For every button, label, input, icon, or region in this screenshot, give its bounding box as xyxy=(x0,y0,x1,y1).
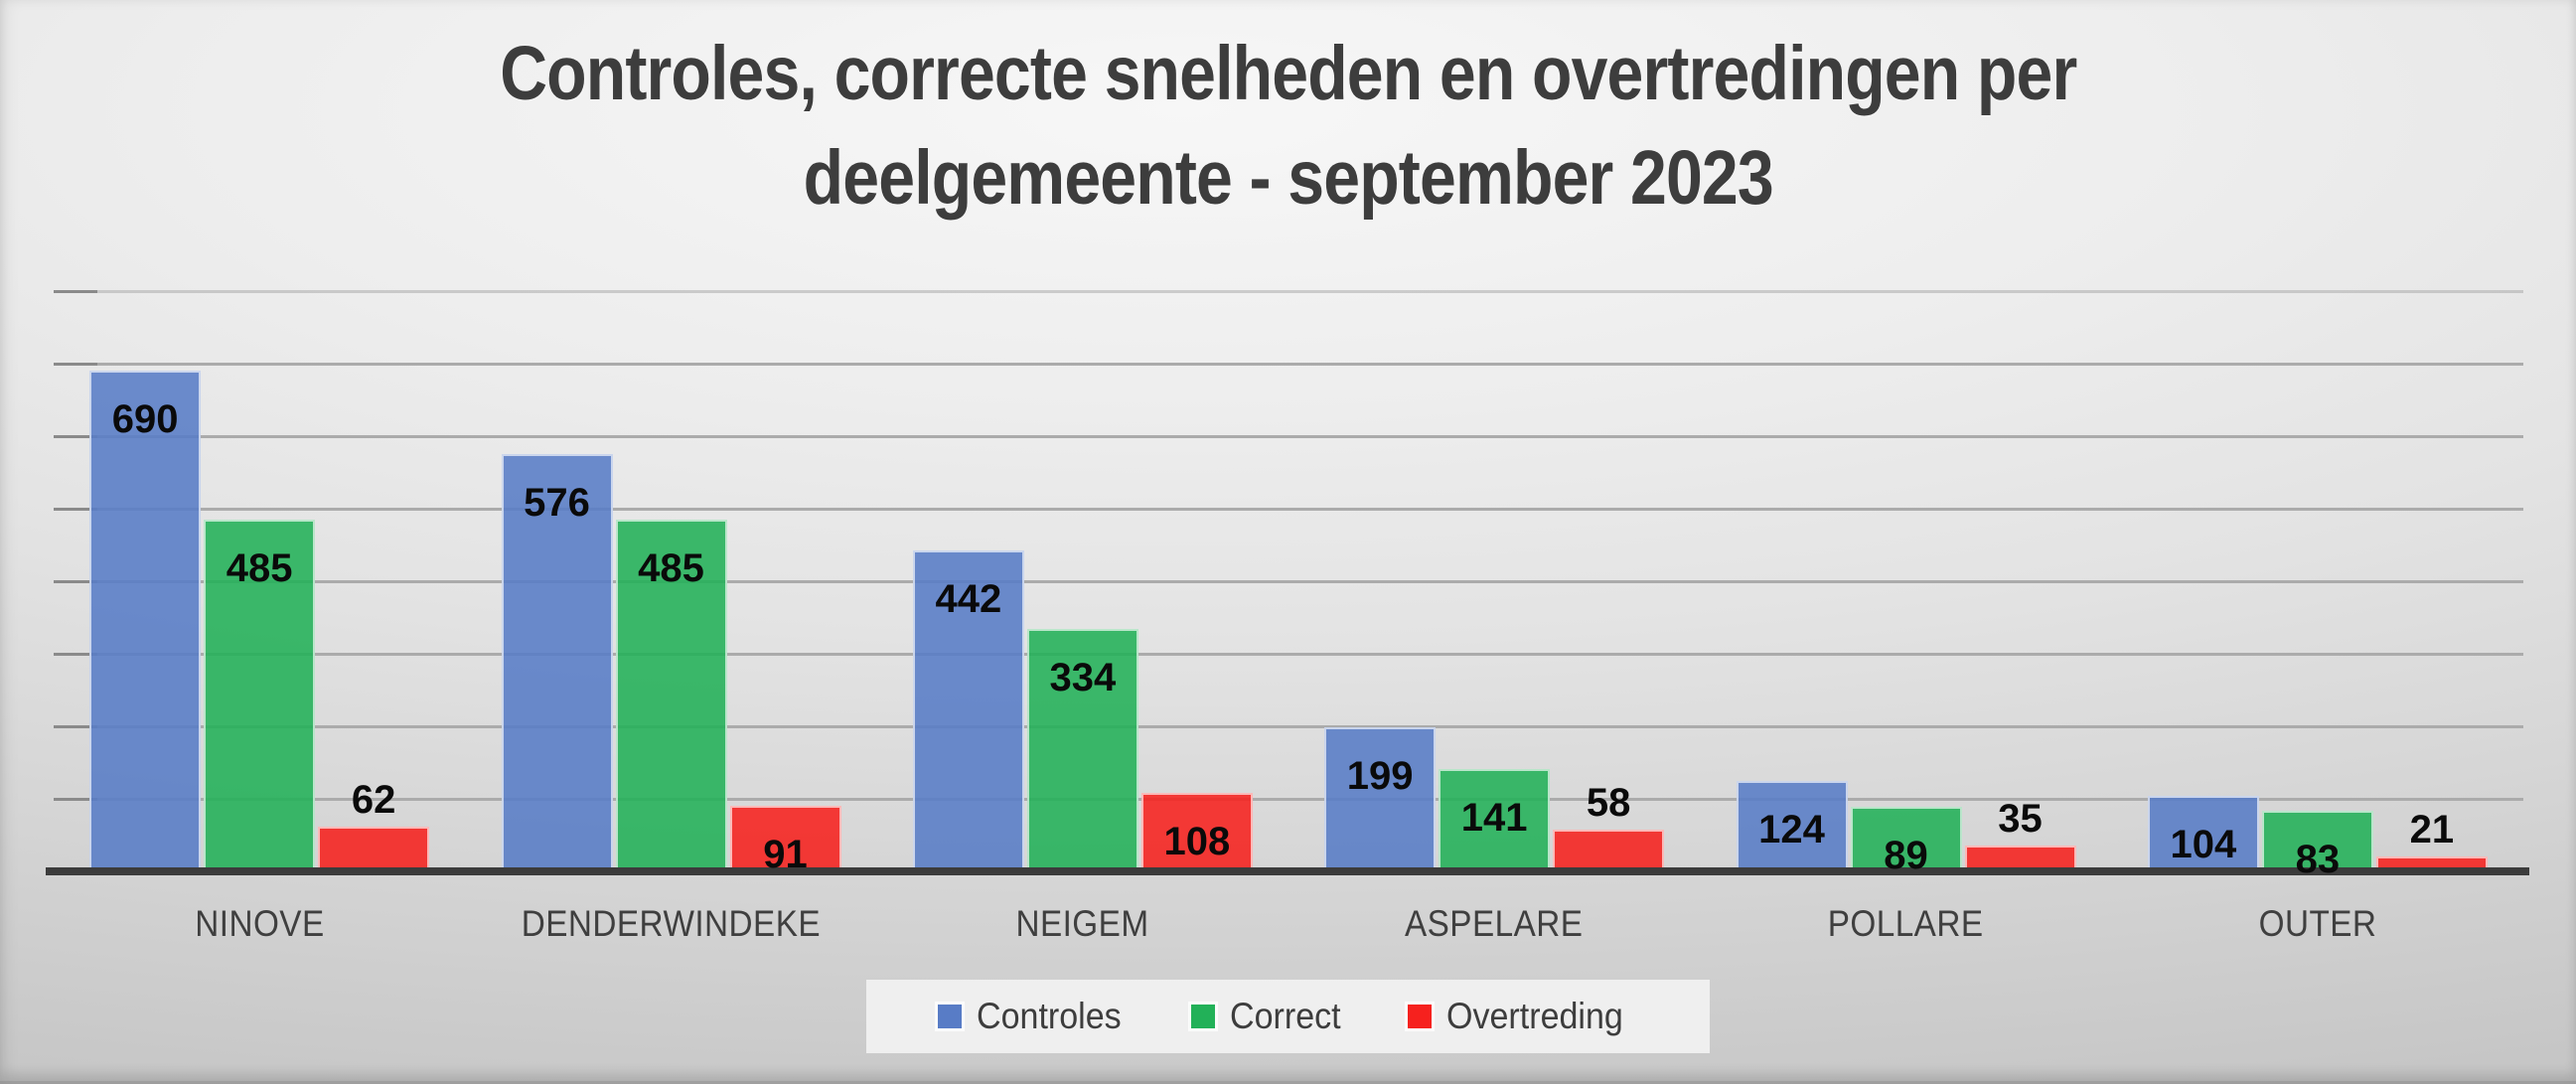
bar-value-label: 485 xyxy=(638,545,704,590)
chart-title-line1: Controles, correcte snelheden en overtre… xyxy=(499,31,2077,116)
bar-controles-pollare xyxy=(1736,781,1848,871)
y-axis-tick-200 xyxy=(54,725,97,728)
x-axis-line xyxy=(46,867,2529,875)
bar-correct-ninove xyxy=(204,519,316,871)
bar-value-label: 58 xyxy=(1586,780,1631,825)
gridline-300 xyxy=(54,653,2523,656)
bar-value-label: 62 xyxy=(351,777,396,822)
bar-value-label: 91 xyxy=(763,832,808,876)
legend-label: Overtreding xyxy=(1446,996,1624,1036)
bar-controles-ninove xyxy=(89,371,202,871)
chart-title-line2: deelgemeente - september 2023 xyxy=(803,135,1773,222)
gridline-200 xyxy=(54,725,2523,728)
y-axis-tick-800 xyxy=(54,290,97,293)
category-label-aspelare: ASPELARE xyxy=(1186,902,1802,946)
legend: Controles Correct Overtreding xyxy=(865,980,1711,1053)
bar-value-label: 108 xyxy=(1163,820,1231,864)
bar-value-label: 485 xyxy=(226,545,293,590)
bar-value-label: 334 xyxy=(1049,656,1117,700)
bar-value-label: 199 xyxy=(1346,753,1414,798)
bar-overtreding-neigem xyxy=(1140,793,1253,871)
bar-value-label: 104 xyxy=(2170,823,2237,867)
bar-value-label: 124 xyxy=(1758,808,1825,852)
category-label-text: ASPELARE xyxy=(1405,903,1584,944)
legend-swatch-icon xyxy=(937,1005,962,1028)
bar-correct-aspelare xyxy=(1439,769,1551,871)
bar-value-label: 89 xyxy=(1884,834,1928,878)
bar-value-label: 576 xyxy=(524,480,590,525)
gridline-500 xyxy=(54,508,2523,511)
category-label-text: NEIGEM xyxy=(1015,903,1149,944)
bar-overtreding-denderwindeke xyxy=(729,805,841,871)
category-label-text: NINOVE xyxy=(194,903,325,944)
bar-value-label: 21 xyxy=(2409,807,2455,852)
bar-controles-denderwindeke xyxy=(501,453,613,871)
category-label-pollare: POLLARE xyxy=(1598,902,2214,946)
legend-swatch-icon xyxy=(1408,1005,1433,1028)
bar-controles-aspelare xyxy=(1324,726,1437,871)
gridline-600 xyxy=(54,435,2523,438)
category-label-outer: OUTER xyxy=(2010,902,2576,946)
bar-controles-neigem xyxy=(912,550,1024,871)
category-label-denderwindeke: DENDERWINDEKE xyxy=(364,902,980,946)
y-axis-tick-300 xyxy=(54,653,97,656)
gridline-400 xyxy=(54,580,2523,583)
gridline-700 xyxy=(54,363,2523,366)
category-label-text: DENDERWINDEKE xyxy=(521,903,822,944)
category-label-text: POLLARE xyxy=(1828,903,1984,944)
category-label-text: OUTER xyxy=(2258,903,2377,944)
bar-value-label: 690 xyxy=(111,397,179,442)
gridline-800 xyxy=(54,290,2523,293)
y-axis-tick-500 xyxy=(54,508,97,511)
bar-value-label: 141 xyxy=(1460,796,1528,841)
bar-correct-denderwindeke xyxy=(615,519,727,871)
legend-swatch-icon xyxy=(1190,1005,1215,1028)
legend-item-correct: Correct xyxy=(1190,996,1350,1037)
legend-label: Controles xyxy=(976,996,1122,1036)
category-label-neigem: NEIGEM xyxy=(775,902,1391,946)
bar-overtreding-aspelare xyxy=(1553,829,1665,871)
bar-value-label: 83 xyxy=(2295,838,2341,882)
bar-controles-outer xyxy=(2147,796,2259,871)
legend-item-controles: Controles xyxy=(937,996,1134,1037)
legend-item-overtreding: Overtreding xyxy=(1408,996,1638,1037)
bar-correct-outer xyxy=(2261,811,2373,871)
bar-overtreding-pollare xyxy=(1964,846,2076,871)
chart-title: Controles, correcte snelheden en overtre… xyxy=(0,22,2576,232)
category-label-ninove: NINOVE xyxy=(0,902,567,946)
y-axis-tick-100 xyxy=(54,798,97,801)
y-axis-tick-600 xyxy=(54,435,97,438)
bar-correct-neigem xyxy=(1026,629,1138,871)
bar-value-label: 35 xyxy=(1998,797,2043,842)
y-axis-tick-700 xyxy=(54,363,97,366)
gridline-100 xyxy=(54,798,2523,801)
bar-correct-pollare xyxy=(1850,807,1962,871)
legend-label: Correct xyxy=(1229,996,1341,1036)
bar-value-label: 442 xyxy=(935,577,1002,622)
y-axis-tick-400 xyxy=(54,580,97,583)
bar-overtreding-ninove xyxy=(318,826,430,871)
